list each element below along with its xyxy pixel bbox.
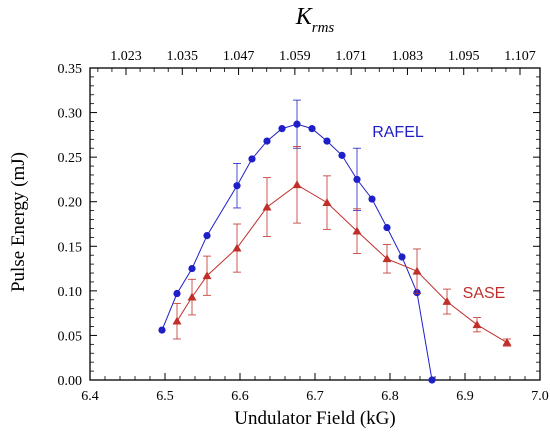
x-tick-label: 6.5 <box>156 389 174 404</box>
data-point <box>202 271 212 280</box>
plot-frame <box>89 67 541 381</box>
top-tick-label: 1.083 <box>392 49 424 64</box>
y-axis-title: Pulse Energy (mJ) <box>8 152 29 292</box>
top-tick-label: 1.023 <box>110 49 142 64</box>
y-tick-label: 0.20 <box>58 196 83 211</box>
x-tick-label: 6.6 <box>231 389 249 404</box>
data-point <box>293 120 301 128</box>
data-point <box>158 326 166 334</box>
top-axis-title-main: K <box>295 4 314 30</box>
series-rafel <box>158 99 436 384</box>
top-axis-title: Krms <box>295 4 335 36</box>
series-line <box>176 184 508 344</box>
data-point <box>382 254 392 263</box>
data-point <box>263 137 271 145</box>
series-label-rafel: RAFEL <box>372 124 424 141</box>
data-point <box>188 264 196 273</box>
axes <box>89 67 541 381</box>
y-tick-label: 0.35 <box>58 62 83 77</box>
series-line <box>161 123 433 381</box>
data-point <box>323 137 331 145</box>
data-point <box>472 320 482 329</box>
data-point <box>398 253 406 261</box>
top-tick-label: 1.035 <box>167 49 199 64</box>
x-tick-label: 6.8 <box>381 389 399 404</box>
data-point <box>308 125 316 133</box>
data-point <box>368 195 376 203</box>
y-tick-label: 0.00 <box>58 374 83 389</box>
ticks: 6.4 6.5 6.6 6.7 6.8 6.9 7.0 0.00 0.05 0.10 0.15 0.2… <box>58 49 549 404</box>
data-point <box>383 223 391 232</box>
data-point <box>353 175 361 184</box>
data-point <box>233 182 241 190</box>
top-tick-label: 1.047 <box>223 49 255 64</box>
x-axis-title: Undulator Field (kG) <box>234 408 395 429</box>
data-point <box>292 180 302 189</box>
data-point <box>502 338 512 346</box>
series: RAFEL SASE <box>158 99 512 384</box>
series-sase <box>172 146 512 347</box>
data-point <box>203 231 211 240</box>
data-point <box>262 202 272 211</box>
y-tick-label: 0.25 <box>58 151 83 166</box>
data-point <box>173 289 181 298</box>
y-tick-label: 0.10 <box>58 285 83 300</box>
top-tick-label: 1.107 <box>504 49 536 64</box>
y-tick-label: 0.15 <box>58 240 83 255</box>
x-tick-label: 6.7 <box>306 389 324 404</box>
y-tick-label: 0.30 <box>58 107 83 122</box>
data-point <box>352 226 362 235</box>
data-point <box>412 266 422 275</box>
data-point <box>172 316 182 325</box>
top-axis-title-sub: rms <box>312 20 335 36</box>
series-label-sase: SASE <box>463 285 506 302</box>
top-tick-label: 1.095 <box>448 49 480 64</box>
data-point <box>248 155 256 163</box>
x-tick-label: 6.4 <box>81 389 99 404</box>
top-tick-label: 1.071 <box>335 49 367 64</box>
data-point <box>278 125 286 133</box>
data-point <box>232 243 242 252</box>
data-point <box>187 292 197 301</box>
y-tick-label: 0.05 <box>58 329 83 344</box>
data-point <box>338 151 346 159</box>
x-tick-label: 7.0 <box>531 389 549 404</box>
data-point <box>442 297 452 305</box>
data-point <box>428 376 436 384</box>
labels: Undulator Field (kG) Pulse Energy (mJ) K… <box>8 4 396 429</box>
data-point <box>322 198 332 206</box>
x-tick-label: 6.9 <box>456 389 474 404</box>
top-tick-label: 1.059 <box>279 49 311 64</box>
